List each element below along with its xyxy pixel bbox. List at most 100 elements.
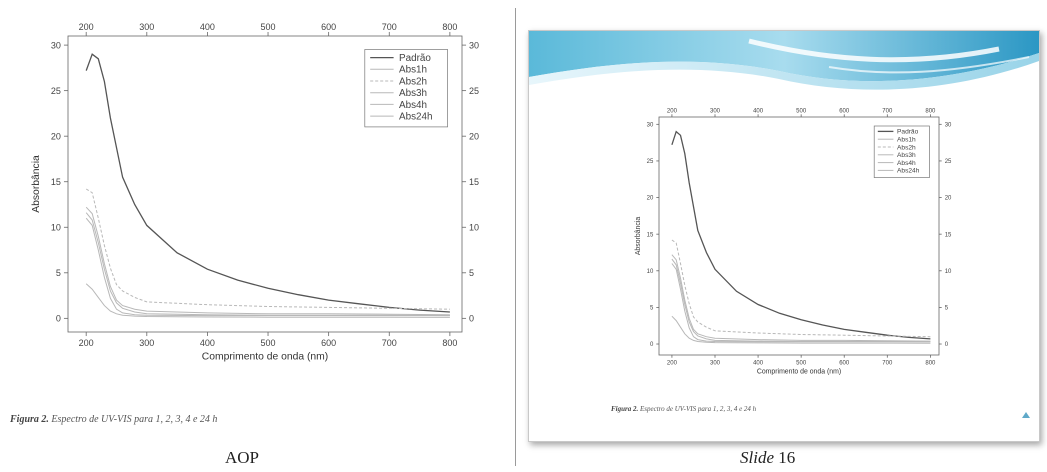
slide-x-tick-label: 400 <box>753 361 764 367</box>
slide-plot-frame <box>658 116 940 356</box>
figure-caption-text: Espectro de UV-VIS para 1, 2, 3, 4 e 24 … <box>51 414 218 425</box>
slide-y-axis-label: Absorbância <box>635 217 642 255</box>
slide-y-tick-label: 20 <box>647 196 654 202</box>
slide-series-Abs3h <box>671 254 931 342</box>
aop-x-tick-label-top: 200 <box>79 22 94 32</box>
slide-legend-label: Abs24h <box>897 168 920 175</box>
slide-figure-caption: Figura 2. Espectro de UV-VIS para 1, 2, … <box>611 405 756 413</box>
aop-series-Abs24h <box>85 217 450 317</box>
slide-header-wave <box>529 31 1039 90</box>
aop-y-tick-label: 25 <box>51 86 61 96</box>
slide-legend-label: Abs4h <box>897 160 916 167</box>
aop-y-tick-label-right: 25 <box>469 86 479 96</box>
aop-x-tick-label-top: 500 <box>261 22 276 32</box>
slide-label-number: 16 <box>778 448 796 467</box>
aop-series-Abs1h <box>85 283 450 318</box>
slide-legend-label: Abs1h <box>897 136 916 143</box>
slide-x-tick-label: 700 <box>882 361 893 367</box>
aop-x-tick-label: 600 <box>321 338 336 348</box>
aop-x-tick-label: 700 <box>382 338 397 348</box>
slide-x-tick-label: 300 <box>710 361 721 367</box>
aop-y-axis-label: Absorbância <box>31 155 42 213</box>
slide-y-tick-label: 10 <box>647 269 654 275</box>
slide-y-tick-label: 5 <box>650 306 654 312</box>
slide-label: Slide 16 <box>740 448 795 468</box>
slide-x-tick-label-top: 300 <box>710 108 721 114</box>
slide-y-tick-label-right: 25 <box>945 159 952 165</box>
aop-x-tick-label: 300 <box>139 338 154 348</box>
slide-legend-label: Abs2h <box>897 144 916 151</box>
slide-y-tick-label: 0 <box>650 342 654 348</box>
slide-y-tick-label: 25 <box>647 159 654 165</box>
aop-y-tick-label-right: 10 <box>469 222 479 232</box>
aop-legend-label: Abs1h <box>399 65 427 76</box>
slide-y-tick-label-right: 30 <box>945 122 952 128</box>
aop-x-tick-label-top: 700 <box>382 22 397 32</box>
slide-y-tick-label-right: 5 <box>945 306 949 312</box>
aop-y-tick-label: 30 <box>51 40 61 50</box>
slide-x-tick-label-top: 700 <box>882 108 893 114</box>
slide-legend-box <box>873 125 930 178</box>
aop-x-tick-label: 800 <box>442 338 457 348</box>
slide-x-tick-label: 500 <box>796 361 807 367</box>
aop-series-Abs3h <box>85 206 450 316</box>
slide-series-Abs24h <box>671 263 931 343</box>
aop-y-tick-label: 20 <box>51 131 61 141</box>
aop-y-tick-label-right: 15 <box>469 177 479 187</box>
uv-vis-chart-aop: 2002003003004004005005006006007007008008… <box>31 22 479 363</box>
aop-x-tick-label-top: 800 <box>442 22 457 32</box>
slide-y-tick-label-right: 20 <box>945 196 952 202</box>
aop-x-tick-label-top: 400 <box>200 22 215 32</box>
slide-label-italic: Slide <box>740 448 774 467</box>
slide-series-Padrão <box>671 130 931 340</box>
aop-panel: 200 200 300 300 400 400 500 500 600 600 700 700 800 8… <box>0 0 510 472</box>
aop-y-tick-label: 10 <box>51 222 61 232</box>
slide-x-tick-label-top: 800 <box>925 108 936 114</box>
aop-legend-label: Abs24h <box>399 112 433 123</box>
slide-series-Abs1h <box>671 315 931 344</box>
slide-x-tick-label: 600 <box>839 361 850 367</box>
slide-x-tick-label: 800 <box>925 361 936 367</box>
aop-x-tick-label: 500 <box>261 338 276 348</box>
slide-x-tick-label-top: 200 <box>667 108 678 114</box>
aop-y-tick-label-right: 0 <box>469 313 474 323</box>
slide-series-Abs2h <box>671 239 931 338</box>
slide-panel: 200 200 300 300 400 400 500 500 600 600 700 700 800 8… <box>528 30 1040 442</box>
slide-y-tick-label-right: 0 <box>945 342 949 348</box>
slide-x-tick-label: 200 <box>667 361 678 367</box>
slide-figure-caption-label: Figura 2. <box>611 405 639 413</box>
aop-label: AOP <box>225 448 260 467</box>
aop-legend-label: Padrão <box>399 53 431 64</box>
aop-y-tick-label: 15 <box>51 177 61 187</box>
slide-x-tick-label-top: 500 <box>796 108 807 114</box>
slide-x-tick-label-top: 600 <box>839 108 850 114</box>
aop-y-tick-label: 0 <box>56 313 61 323</box>
figure-caption-aop: Figura 2. Espectro de UV-VIS para 1, 2, … <box>10 414 217 425</box>
aop-legend-label: Abs4h <box>399 100 427 111</box>
aop-x-tick-label: 200 <box>79 338 94 348</box>
figure-caption-label: Figura 2. <box>10 414 49 425</box>
aop-legend-label: Abs2h <box>399 76 427 87</box>
aop-y-tick-label: 5 <box>56 268 61 278</box>
slide-y-tick-label-right: 10 <box>945 269 952 275</box>
aop-y-tick-label-right: 30 <box>469 40 479 50</box>
slide-x-axis-label: Comprimento de onda (nm) <box>757 368 841 375</box>
aop-legend-label: Abs3h <box>399 88 427 99</box>
slide-y-tick-label: 30 <box>647 122 654 128</box>
slide-legend-label: Abs3h <box>897 152 916 159</box>
aop-x-axis-label: Comprimento de onda (nm) <box>202 351 328 362</box>
aop-legend-box <box>364 49 448 128</box>
aop-series-Padrão <box>85 53 450 313</box>
slide-thumbnail[interactable]: 200 200 300 300 400 400 500 500 600 600 700 700 800 8… <box>528 30 1040 442</box>
slide-corner-icon <box>1022 412 1030 418</box>
aop-x-tick-label-top: 300 <box>139 22 154 32</box>
slide-y-tick-label-right: 15 <box>945 232 952 238</box>
panel-divider <box>515 8 516 466</box>
aop-y-tick-label-right: 20 <box>469 131 479 141</box>
aop-plot-frame <box>67 35 463 333</box>
aop-series-Abs2h <box>85 188 450 310</box>
aop-y-tick-label-right: 5 <box>469 268 474 278</box>
slide-figure-caption-text: Espectro de UV-VIS para 1, 2, 3, 4 e 24 … <box>639 405 757 413</box>
slide-y-tick-label: 15 <box>647 232 654 238</box>
slide-legend-label: Padrão <box>897 129 919 136</box>
